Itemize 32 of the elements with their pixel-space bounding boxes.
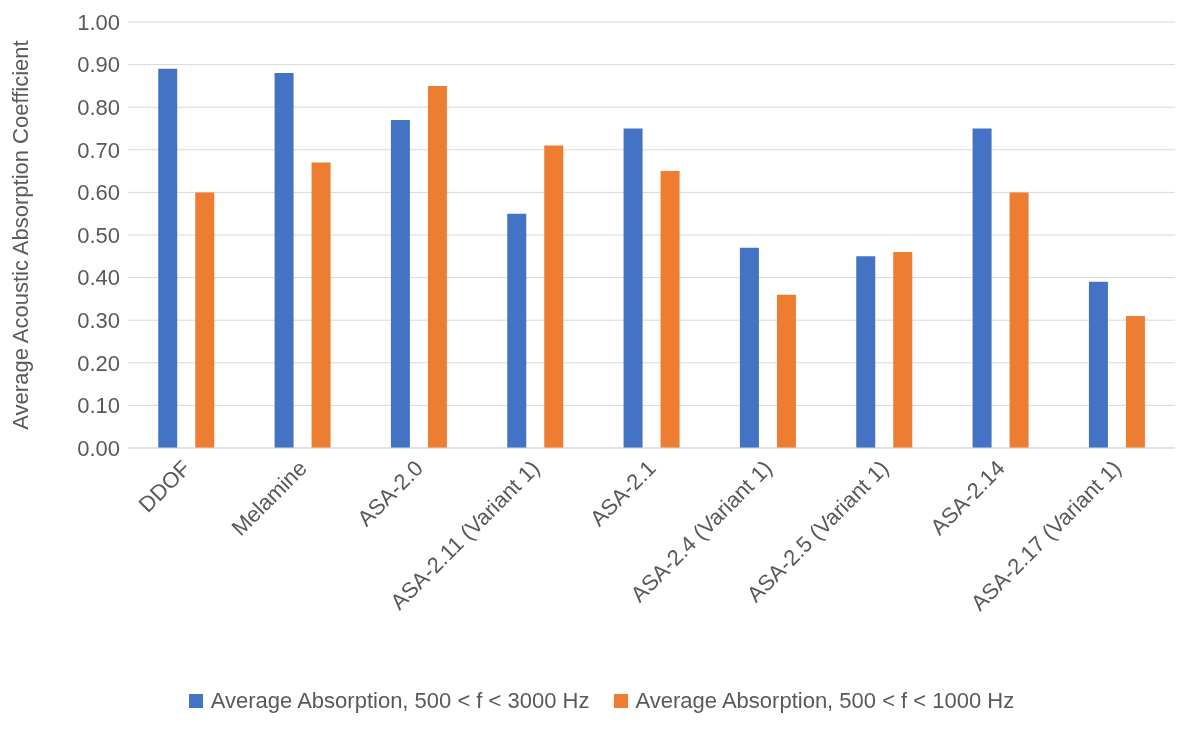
y-tick-label: 0.00 <box>77 435 120 461</box>
y-tick-label: 0.40 <box>77 265 120 291</box>
y-axis-title: Average Acoustic Absorption Coefficient <box>7 40 33 430</box>
bar <box>544 145 564 448</box>
bar <box>856 256 876 448</box>
bar <box>274 73 294 448</box>
bar <box>158 68 178 448</box>
bar <box>776 294 796 448</box>
y-tick-label: 0.70 <box>77 137 120 163</box>
y-tick-label: 0.50 <box>77 222 120 248</box>
bar <box>195 192 215 448</box>
bar <box>1125 315 1145 448</box>
bar <box>739 247 759 448</box>
bar <box>311 162 331 448</box>
y-tick-label: 0.30 <box>77 308 120 334</box>
y-tick-label: 1.00 <box>77 9 120 35</box>
y-tick-label: 0.20 <box>77 350 120 376</box>
bar <box>390 119 410 448</box>
y-tick-label: 0.60 <box>77 180 120 206</box>
bar <box>893 252 913 448</box>
bar <box>660 171 680 448</box>
bar <box>507 213 527 448</box>
legend-label: Average Absorption, 500 < f < 3000 Hz <box>210 688 590 714</box>
y-tick-label: 0.90 <box>77 52 120 78</box>
bar <box>623 128 643 448</box>
bar <box>1009 192 1029 448</box>
y-tick-label: 0.80 <box>77 95 120 121</box>
bar <box>1088 281 1108 448</box>
y-tick-label: 0.10 <box>77 393 120 419</box>
bar <box>427 85 447 448</box>
bar <box>972 128 992 448</box>
legend-label: Average Absorption, 500 < f < 1000 Hz <box>635 688 1015 714</box>
